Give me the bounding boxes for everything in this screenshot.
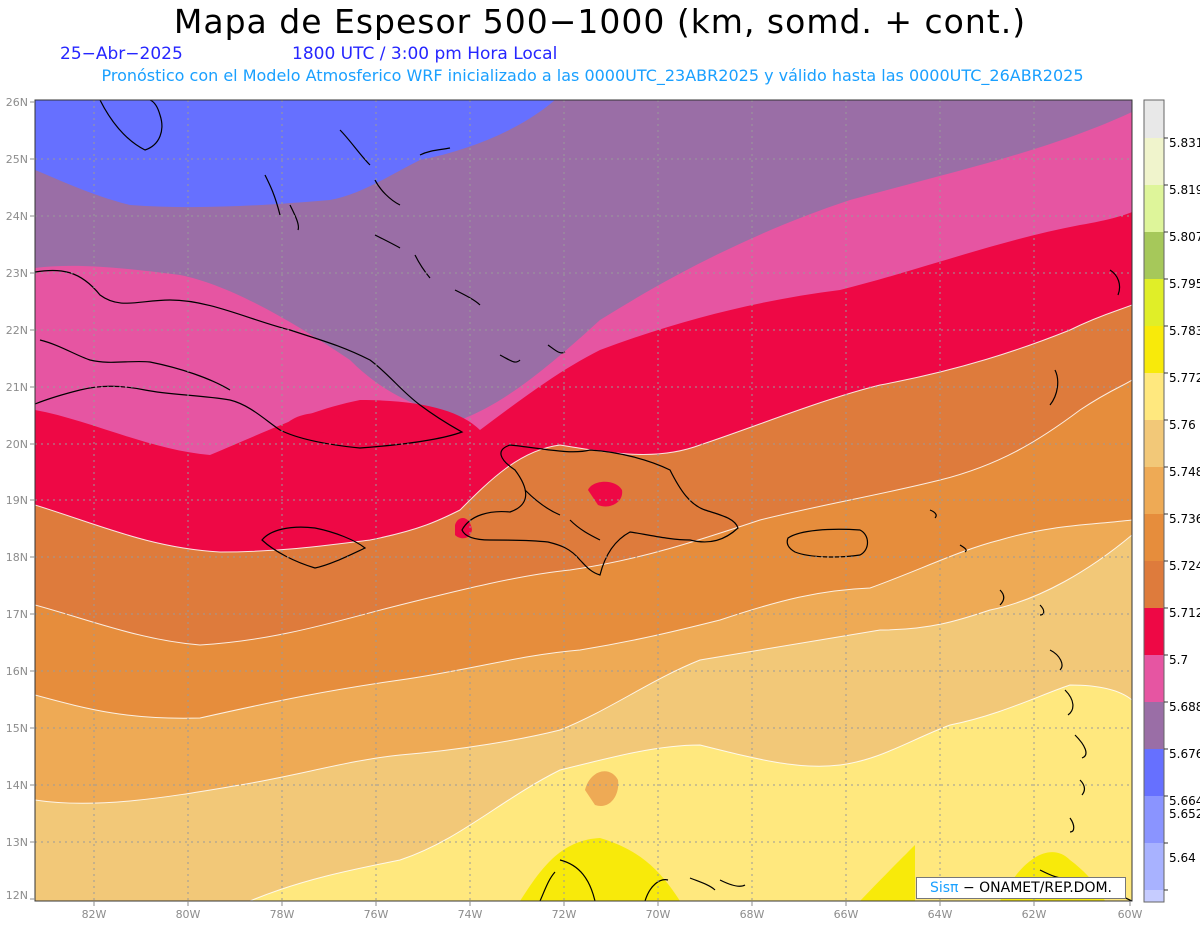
colorbar-label-11: 5.7 <box>1169 653 1188 667</box>
lon-label-70w: 70W <box>646 908 671 921</box>
colorbar-swatch-8 <box>1144 467 1164 514</box>
lon-label-66w: 66W <box>834 908 859 921</box>
hispaniola-coast <box>461 444 739 576</box>
lon-label-72w: 72W <box>552 908 577 921</box>
colorbar-swatch-11 <box>1144 608 1164 655</box>
puerto-rico-coast <box>786 528 869 558</box>
band-5700-patch-cuba <box>285 413 345 437</box>
colorbar-label-9: 5.724 <box>1169 559 1200 573</box>
colombia-coast <box>539 859 596 901</box>
colorbar-swatch-17 <box>1144 890 1164 902</box>
thickness-field <box>35 100 1132 901</box>
band-5700-patch-hispaniola <box>588 481 623 507</box>
colorbar-swatch-2 <box>1144 185 1164 232</box>
bahamas-islands <box>264 129 481 306</box>
lat-label-26n: 26N <box>6 96 28 109</box>
gridlines <box>35 100 1132 901</box>
lon-label-60w: 60W <box>1118 908 1143 921</box>
jamaica-coast <box>261 526 367 569</box>
colorbar-label-6: 5.76 <box>1169 418 1196 432</box>
lat-label-17n: 17N <box>6 608 28 621</box>
colorbar-label-13: 5.676 <box>1169 747 1200 761</box>
sis-logo-text: Sisπ <box>929 880 959 896</box>
coastlines <box>35 100 1132 901</box>
lon-label-78w: 78W <box>270 908 295 921</box>
lat-label-12n: 12N <box>6 889 28 902</box>
colorbar-swatch-10 <box>1144 561 1164 608</box>
lon-label-62w: 62W <box>1022 908 1047 921</box>
venezuela-coast <box>644 869 1132 901</box>
florida-coast <box>99 100 163 151</box>
lat-label-15n: 15N <box>6 722 28 735</box>
band-5736-patch <box>585 771 619 806</box>
lat-label-20n: 20N <box>6 438 28 451</box>
map-title: Mapa de Espesor 500−1000 (km, somd. + co… <box>173 2 1027 41</box>
lon-label-76w: 76W <box>364 908 389 921</box>
colorbar-label-4: 5.783 <box>1169 324 1200 338</box>
colorbar-swatch-14 <box>1144 749 1164 796</box>
colorbar-label-3: 5.795 <box>1169 277 1200 291</box>
colorbar-swatch-7 <box>1144 420 1164 467</box>
lon-label-82w: 82W <box>82 908 107 921</box>
colorbar-label-7: 5.748 <box>1169 465 1200 479</box>
credit-org: − ONAMET/REP.DOM. <box>962 880 1112 896</box>
lat-label-25n: 25N <box>6 153 28 166</box>
lat-axis: 26N 25N 24N 23N 22N 21N 20N 19N 18N 17N … <box>6 96 35 902</box>
lon-axis: 82W 80W 78W 76W 74W 72W 70W 68W 66W 64W … <box>82 901 1143 921</box>
colorbar-swatch-16 <box>1144 843 1164 890</box>
band-5700-patch-jamaica <box>270 524 360 548</box>
lat-label-23n: 23N <box>6 267 28 280</box>
cuba-coast <box>35 269 464 449</box>
band-5760 <box>250 685 1132 901</box>
band-5772 <box>520 838 680 901</box>
colorbar-label-15: 5.652 <box>1169 807 1200 821</box>
contour-lines <box>35 304 1132 901</box>
haiti-inner <box>524 489 601 541</box>
colorbar-label-10: 5.712 <box>1169 606 1200 620</box>
lon-label-64w: 64W <box>928 908 953 921</box>
lat-label-13n: 13N <box>6 836 28 849</box>
lon-label-68w: 68W <box>740 908 765 921</box>
colorbar-swatch-15 <box>1144 796 1164 843</box>
lat-label-18n: 18N <box>6 551 28 564</box>
lon-label-74w: 74W <box>458 908 483 921</box>
forecast-date: 25−Abr−2025 <box>60 44 183 64</box>
colorbar-label-1: 5.819 <box>1169 183 1200 197</box>
colorbar-swatch-5 <box>1144 326 1164 373</box>
colorbar-swatch-13 <box>1144 702 1164 749</box>
lon-label-80w: 80W <box>176 908 201 921</box>
colorbar-label-2: 5.807 <box>1169 230 1200 244</box>
lat-label-22n: 22N <box>6 324 28 337</box>
colorbar-swatch-1 <box>1144 138 1164 185</box>
colorbar: 5.831 5.819 5.807 5.795 5.783 5.772 5.76… <box>1143 99 1200 903</box>
colorbar-swatch-4 <box>1144 279 1164 326</box>
colorbar-label-0: 5.831 <box>1169 136 1200 150</box>
colorbar-label-14: 5.664 <box>1169 794 1200 808</box>
lat-label-16n: 16N <box>6 665 28 678</box>
credit-box: Sisπ − ONAMET/REP.DOM. <box>916 877 1126 899</box>
colorbar-swatch-9 <box>1144 514 1164 561</box>
colorbar-swatch-0 <box>1144 100 1164 138</box>
colorbar-label-12: 5.688 <box>1169 700 1200 714</box>
colorbar-swatch-3 <box>1144 232 1164 279</box>
lat-label-14n: 14N <box>6 779 28 792</box>
cuba-south-coast <box>39 339 231 391</box>
lesser-antilles <box>999 589 1087 833</box>
east-cays <box>929 269 1121 553</box>
colorbar-label-5: 5.772 <box>1169 371 1200 385</box>
lat-label-24n: 24N <box>6 210 28 223</box>
colorbar-swatch-12 <box>1144 655 1164 702</box>
forecast-time: 1800 UTC / 3:00 pm Hora Local <box>292 44 558 64</box>
colorbar-swatch-6 <box>1144 373 1164 420</box>
lat-label-19n: 19N <box>6 494 28 507</box>
band-5664 <box>35 100 555 208</box>
colorbar-label-16: 5.64 <box>1169 851 1196 865</box>
lat-label-21n: 21N <box>6 381 28 394</box>
model-info: Pronóstico con el Modelo Atmosferico WRF… <box>101 66 1084 85</box>
colorbar-label-8: 5.736 <box>1169 512 1200 526</box>
